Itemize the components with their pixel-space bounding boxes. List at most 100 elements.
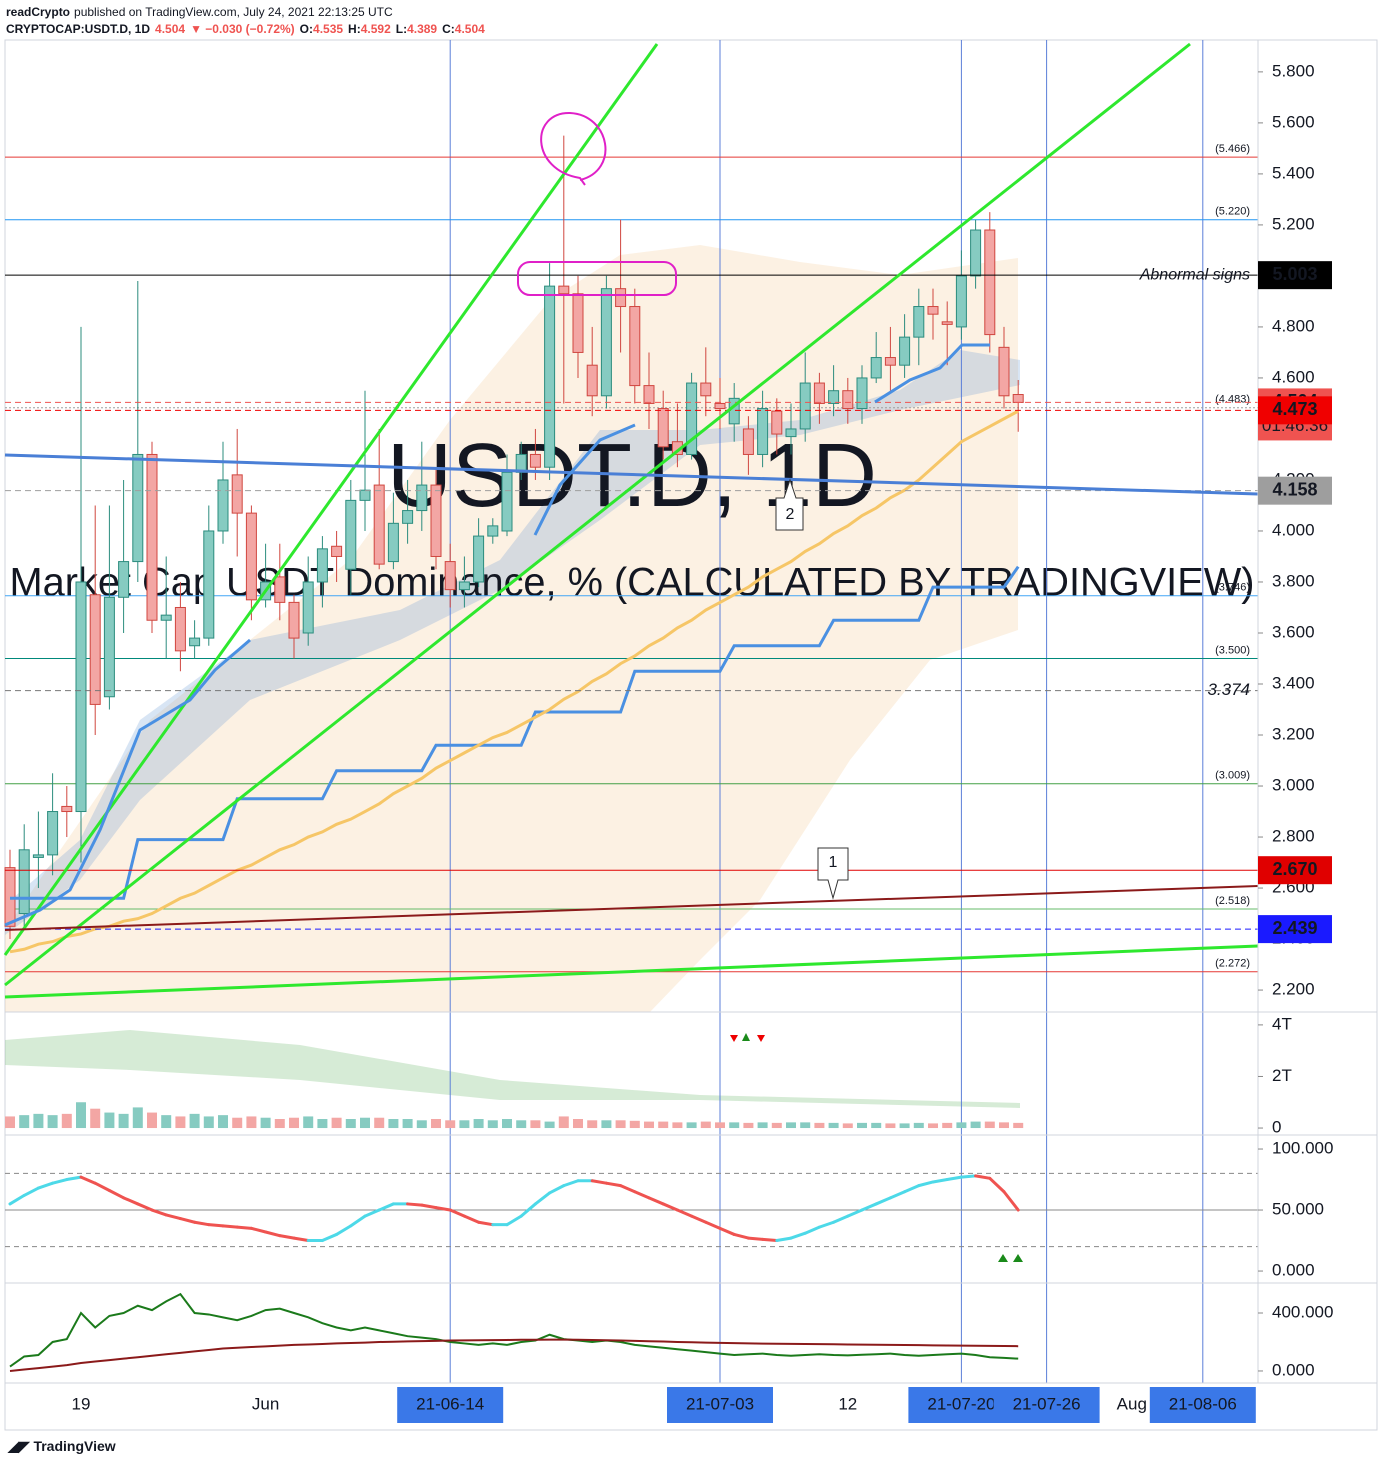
oscillator-segment: [1002, 1190, 1020, 1212]
volume-bar: [913, 1122, 924, 1129]
y-tick-label: 3.200: [1272, 724, 1315, 743]
volume-bar: [345, 1119, 356, 1129]
volume-bar: [360, 1117, 370, 1129]
volume-bar: [374, 1117, 385, 1129]
y-tick-label: 0.000: [1272, 1261, 1315, 1280]
volume-bar: [700, 1121, 711, 1129]
volume-bar: [984, 1121, 995, 1129]
y-tick-label: 5.800: [1272, 61, 1315, 80]
oscillator-segment: [107, 1189, 126, 1200]
level-label: (4.483): [1215, 394, 1250, 406]
oscillator-segment: [959, 1174, 978, 1179]
oscillator-segment: [832, 1214, 850, 1224]
volume-bar: [842, 1123, 853, 1129]
indicator-line: [9, 1338, 1019, 1372]
candle-body: [146, 453, 158, 621]
oscillator-segment: [51, 1178, 69, 1185]
volume-bar: [47, 1115, 58, 1129]
baseline: [533, 423, 636, 536]
o-value: 4.535: [313, 22, 343, 36]
oscillator-segment: [761, 1237, 779, 1243]
x-tick-label: 21-07-26: [1013, 1394, 1081, 1413]
volume-bar: [189, 1113, 200, 1129]
volume-bar: [317, 1119, 328, 1129]
oscillator-segment: [746, 1236, 765, 1241]
candle-body: [316, 548, 328, 583]
volume-bar: [487, 1120, 498, 1129]
volume-bar: [729, 1122, 740, 1129]
candle-body: [373, 484, 385, 565]
oscillator-segment: [903, 1184, 921, 1194]
x-tick-label: 12: [838, 1394, 857, 1413]
header-line: readCrypto published on TradingView.com, …: [6, 5, 393, 19]
candle-body: [586, 364, 598, 397]
baseline: [874, 343, 990, 404]
level-label: (2.518): [1215, 895, 1250, 907]
oscillator-segment: [732, 1232, 750, 1240]
candle-body: [615, 288, 627, 308]
candle-body: [970, 229, 982, 277]
volume-bar: [686, 1122, 697, 1129]
volume-bar: [459, 1120, 470, 1129]
candle-body: [416, 484, 428, 512]
y-tick-label: 0: [1272, 1118, 1281, 1137]
oscillator-segment: [917, 1180, 935, 1188]
oscillator-segment: [647, 1196, 665, 1206]
volume-bar: [61, 1113, 72, 1129]
oscillator-segment: [874, 1196, 892, 1206]
c-value: 4.504: [455, 22, 485, 36]
callout-text: 1: [829, 854, 838, 871]
candle-body: [600, 288, 612, 397]
volume-bar: [502, 1119, 512, 1129]
volume-bar: [658, 1121, 669, 1129]
volume-bar: [203, 1116, 214, 1129]
oscillator-segment: [207, 1223, 225, 1228]
volume-bar: [786, 1122, 796, 1129]
oscillator-segment: [150, 1208, 168, 1217]
candle-body: [473, 535, 485, 583]
oscillator-segment: [718, 1226, 736, 1236]
signal: [998, 1254, 1008, 1262]
price-badge-label: 2.670: [1272, 859, 1317, 879]
candle-body: [89, 594, 101, 705]
volume-bar: [104, 1112, 115, 1129]
volume-bar: [672, 1122, 683, 1129]
candle-body: [203, 530, 215, 639]
x-tick-label: 21-08-06: [1169, 1394, 1237, 1413]
candle-body: [387, 522, 399, 563]
drawings: 2 1: [3, 42, 1259, 1262]
volume-bar: [218, 1115, 228, 1129]
candle-body: [572, 293, 584, 353]
y-tick-label: 400.000: [1272, 1302, 1333, 1321]
volume-bar: [757, 1122, 768, 1129]
indicator-line: [9, 409, 1019, 954]
callout: [775, 478, 804, 531]
oscillator-segment: [562, 1179, 580, 1188]
candle-body: [856, 377, 868, 410]
trend-line: [3, 43, 659, 956]
volume-bar: [800, 1122, 811, 1129]
oscillator-segment: [420, 1203, 438, 1210]
volume-bar: [573, 1119, 583, 1129]
volume-bar: [644, 1121, 654, 1129]
y-tick-label: 0.000: [1272, 1360, 1315, 1379]
x-tick-label: 21-07-20: [927, 1394, 995, 1413]
oscillator-segment: [93, 1181, 111, 1193]
oscillator-segment: [136, 1202, 154, 1212]
volume-bar: [402, 1119, 413, 1129]
symbol: CRYPTOCAP:USDT.D, 1D: [6, 22, 150, 36]
y-tick-label: 2T: [1272, 1066, 1292, 1085]
symbol-line: CRYPTOCAP:USDT.D, 1D 4.504 ▼ −0.030 (−0.72…: [6, 22, 485, 36]
candle-body: [487, 525, 499, 537]
signal: [1013, 1254, 1023, 1262]
oscillator-segment: [988, 1176, 1006, 1194]
volume-bar: [147, 1112, 157, 1129]
volume-bar: [260, 1117, 271, 1129]
l-key: L:: [396, 22, 407, 36]
candle-body: [544, 285, 556, 468]
candle-body: [75, 581, 87, 813]
oscillator-segment: [675, 1208, 694, 1218]
c-key: C:: [442, 22, 455, 36]
oscillator-segment: [519, 1202, 537, 1218]
candle-body: [799, 382, 811, 430]
